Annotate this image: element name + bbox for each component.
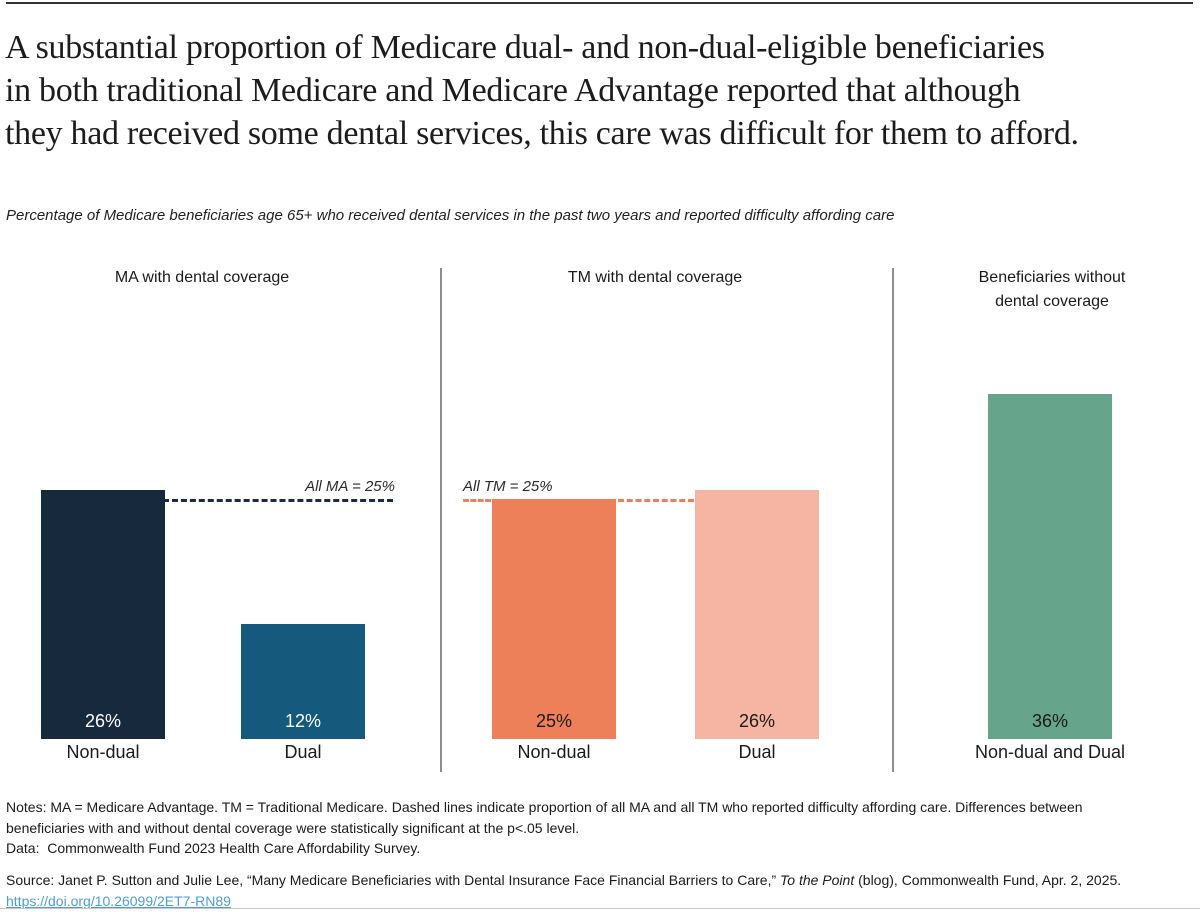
reference-line-label: All TM = 25% xyxy=(463,478,553,495)
source-text: Source: Janet P. Sutton and Julie Lee, “… xyxy=(6,870,1186,891)
reference-line xyxy=(463,499,491,502)
source-prefix: Source: Janet P. Sutton and Julie Lee, “… xyxy=(6,872,781,888)
headline-line-2: in both traditional Medicare and Medicar… xyxy=(5,72,1021,109)
bar-value-label: 26% xyxy=(738,711,776,731)
bar: 26% xyxy=(41,490,165,739)
bar-value-label: 25% xyxy=(535,711,573,731)
bar: 12% xyxy=(241,624,365,739)
bar-category-label: Non-dual and Dual xyxy=(974,742,1126,762)
panel-divider xyxy=(440,268,442,772)
chart-subtitle: Percentage of Medicare beneficiaries age… xyxy=(6,207,895,224)
bar-category-label: Non-dual xyxy=(517,742,591,762)
source-suffix: (blog), Commonwealth Fund, Apr. 2, 2025. xyxy=(854,872,1122,888)
bar-category-label: Dual xyxy=(284,742,322,762)
notes-block: Notes: MA = Medicare Advantage. TM = Tra… xyxy=(6,797,1138,859)
bar-category-label: Non-dual xyxy=(66,742,140,762)
top-border xyxy=(6,2,1193,4)
bar-value-label: 12% xyxy=(284,711,322,731)
bar-value-label: 26% xyxy=(84,711,122,731)
panel-header-line: dental coverage xyxy=(995,293,1109,310)
panel-divider xyxy=(892,268,894,772)
bar: 36% xyxy=(988,394,1112,739)
chart-headline: A substantial proportion of Medicare dua… xyxy=(5,26,1197,155)
panel-header-line: TM with dental coverage xyxy=(567,269,743,286)
bar: 26% xyxy=(695,490,819,739)
reference-line xyxy=(163,499,393,502)
headline-line-3: they had received some dental services, … xyxy=(5,115,1079,152)
bar-value-label: 36% xyxy=(1031,711,1069,731)
source-publication: To the Point xyxy=(780,872,855,888)
panel-header: TM with dental coverage xyxy=(568,266,742,290)
source-block: Source: Janet P. Sutton and Julie Lee, “… xyxy=(6,870,1186,912)
panel-header-line: Beneficiaries without xyxy=(978,269,1126,286)
bar: 25% xyxy=(492,499,616,739)
bottom-border xyxy=(0,908,1200,909)
data-source-text: Data: Commonwealth Fund 2023 Health Care… xyxy=(6,840,421,856)
panel-header: MA with dental coverage xyxy=(115,266,289,290)
reference-line-label: All MA = 25% xyxy=(305,478,395,495)
panel-header-line: MA with dental coverage xyxy=(114,269,290,286)
doi-link[interactable]: https://doi.org/10.26099/2ET7-RN89 xyxy=(6,893,231,909)
bar-category-label: Dual xyxy=(738,742,776,762)
notes-text: Notes: MA = Medicare Advantage. TM = Tra… xyxy=(6,799,1083,836)
panel-header: Beneficiaries without dental coverage xyxy=(979,266,1126,314)
reference-line xyxy=(618,499,694,502)
headline-line-1: A substantial proportion of Medicare dua… xyxy=(5,29,1045,66)
